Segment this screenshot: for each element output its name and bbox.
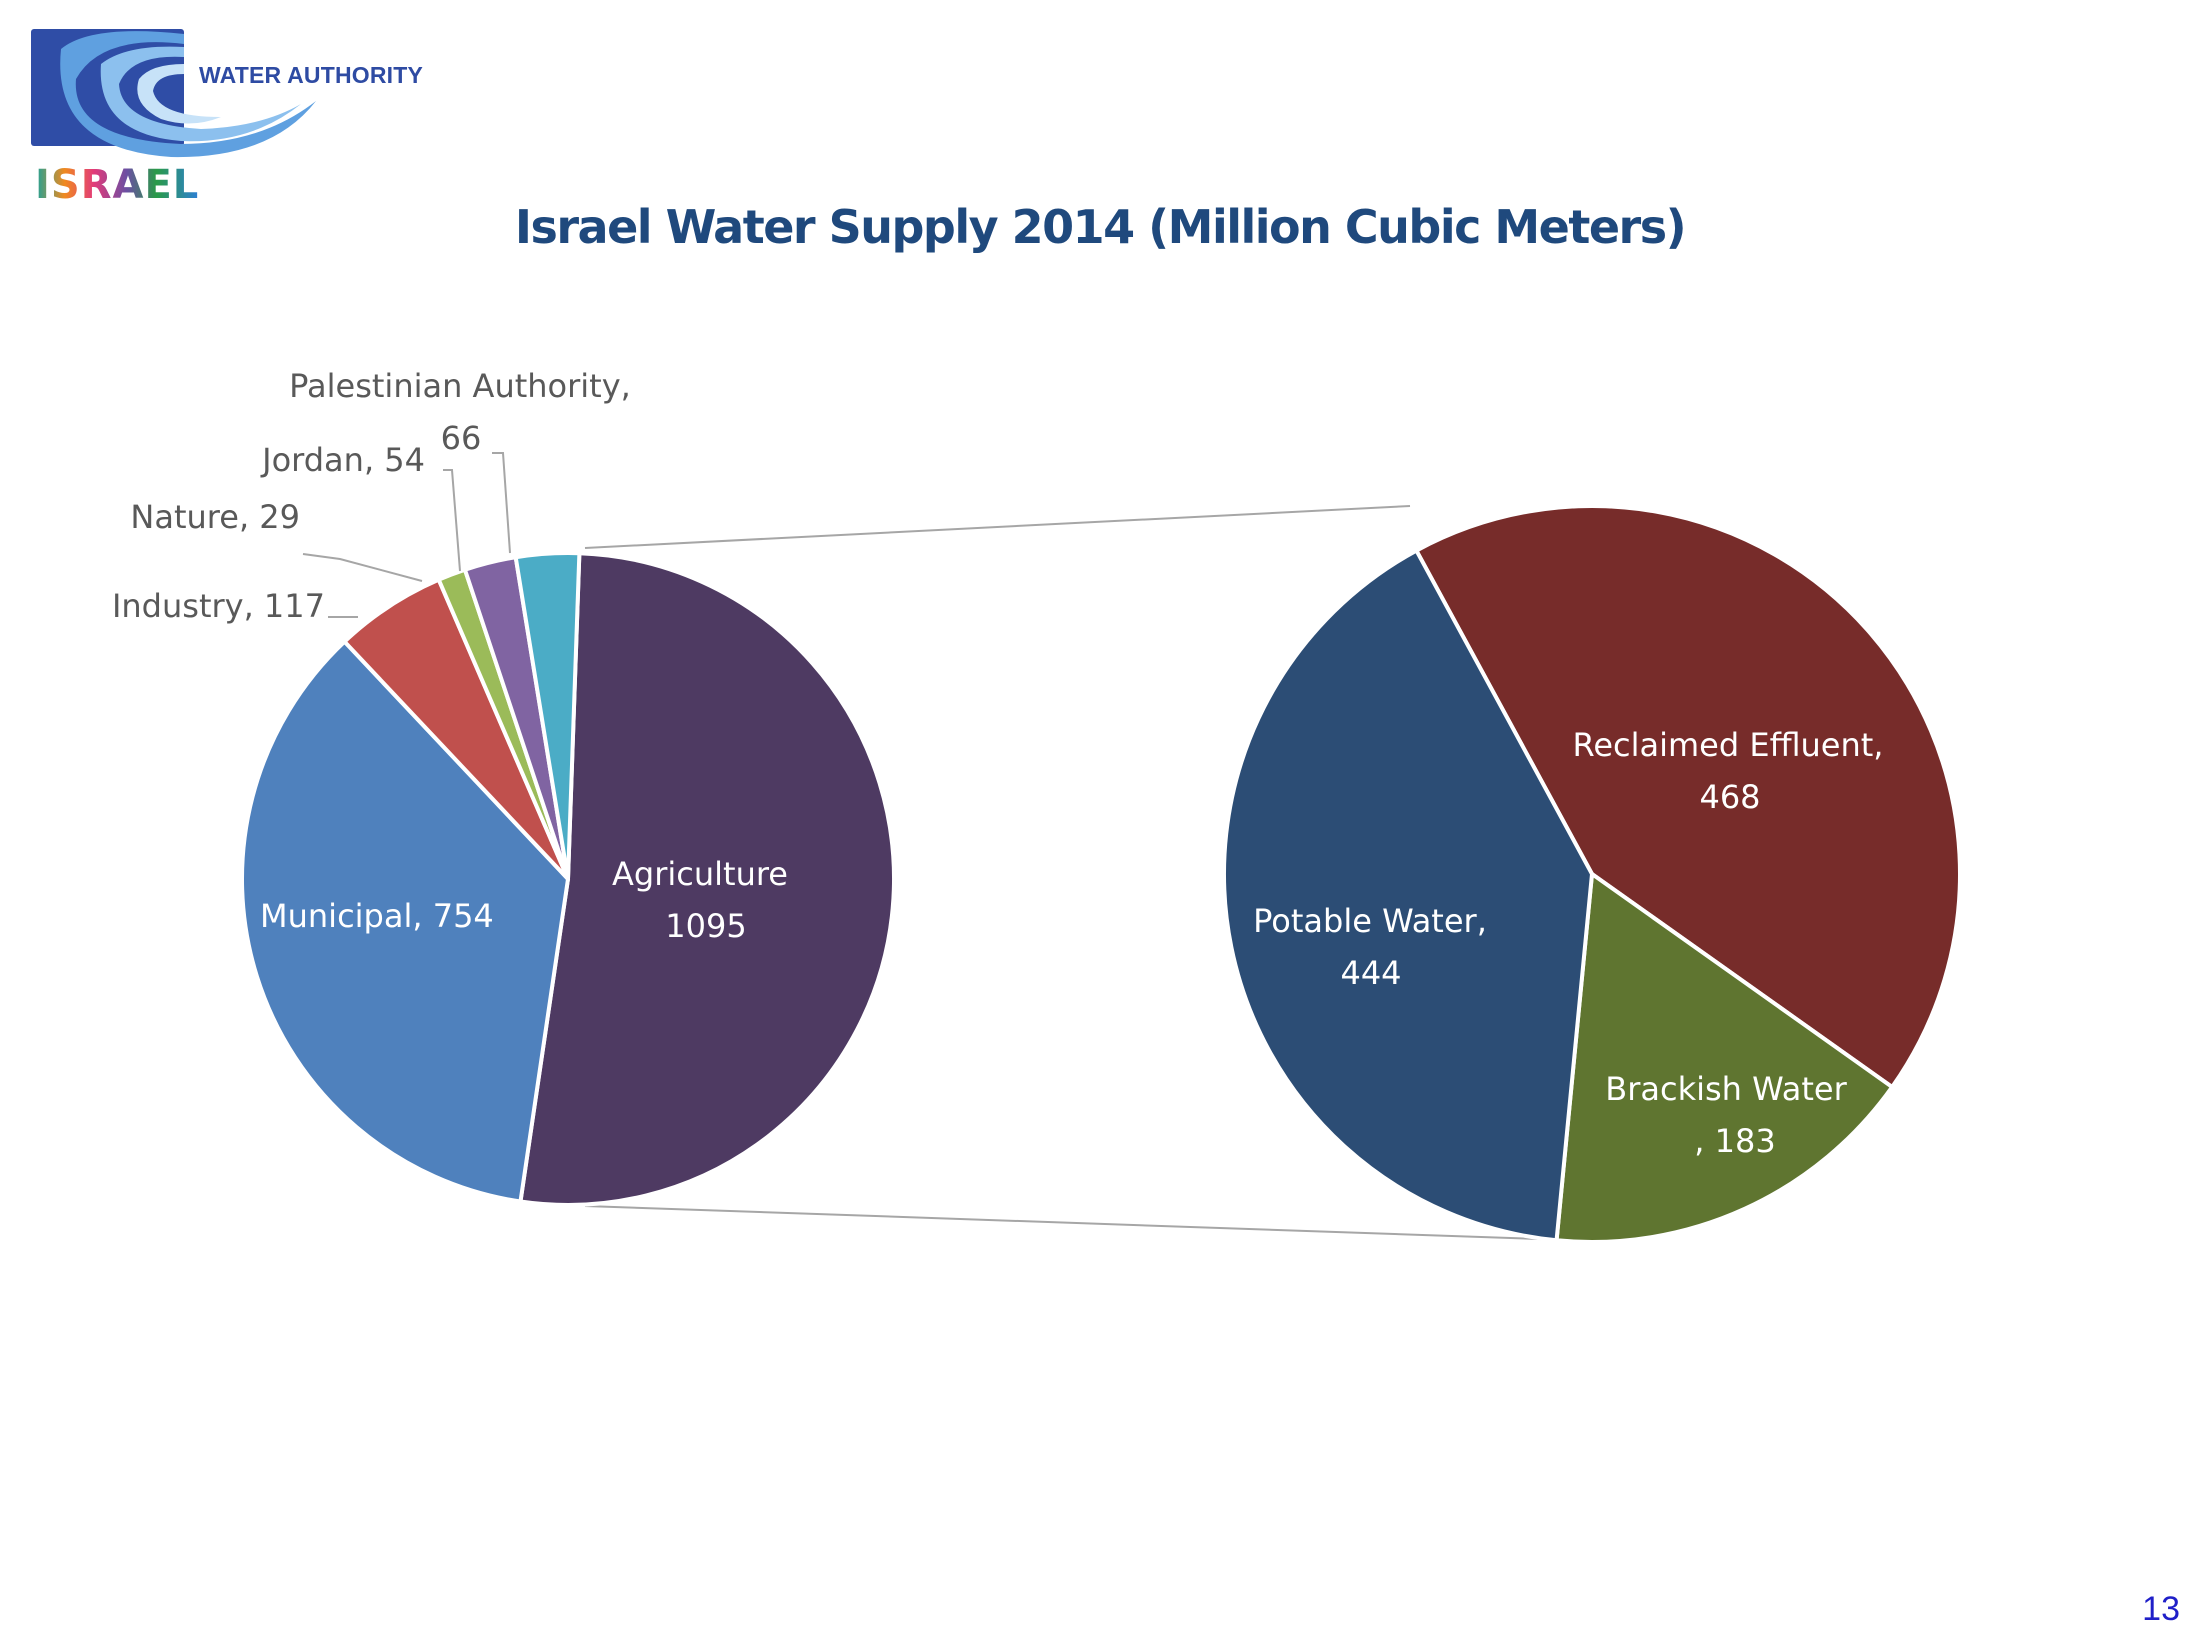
data-label-brackish-water-name: Brackish Water [1605,1070,1847,1108]
data-label-jordan: Jordan, 54 [260,441,425,479]
logo-wave-icon [31,29,316,158]
pie-slice-agriculture [518,551,896,1207]
leader-line-jordan [443,469,461,572]
chart-title: Israel Water Supply 2014 (Million Cubic … [514,200,1687,254]
data-label-agriculture-value: 1095 [665,907,746,945]
water-authority-logo: WATER AUTHORITY ISRAEL [31,29,461,209]
data-label-potable-water-name: Potable Water, [1253,902,1487,940]
data-label-nature: Nature, 29 [130,498,300,536]
data-label-palestinian-authority-name: Palestinian Authority, [289,367,631,405]
israel-logo-text: ISRAEL [35,162,199,208]
leader-line-palestinian-authority [492,452,511,554]
data-label-palestinian-authority-value: 66 [441,419,482,457]
pie-slice-palestinian-authority [513,551,582,881]
data-label-municipal: Municipal, 754 [260,897,494,935]
page-number: 13 [2142,1590,2180,1628]
pie-slice-reclaimed-effluent [1414,504,1962,1089]
pie-slice-municipal [240,639,570,1204]
pie-slice-brackish-water [1554,872,1895,1244]
logo-text: WATER AUTHORITY [199,62,424,88]
data-label-brackish-water-value: , 183 [1694,1122,1775,1160]
data-label-industry: Industry, 117 [112,587,325,625]
data-label-potable-water-value: 444 [1340,954,1401,992]
data-label-reclaimed-effluent-value: 468 [1699,778,1760,816]
israel-wordmark: ISRAEL [35,162,200,208]
connector-line-top [584,505,1411,549]
data-label-reclaimed-effluent-name: Reclaimed Effluent, [1573,726,1884,764]
leader-line-nature [302,553,423,582]
data-label-agriculture-name: Agriculture [612,855,788,893]
pie-slice-potable-water [1222,548,1594,1243]
connector-line-bottom [584,1205,1568,1241]
